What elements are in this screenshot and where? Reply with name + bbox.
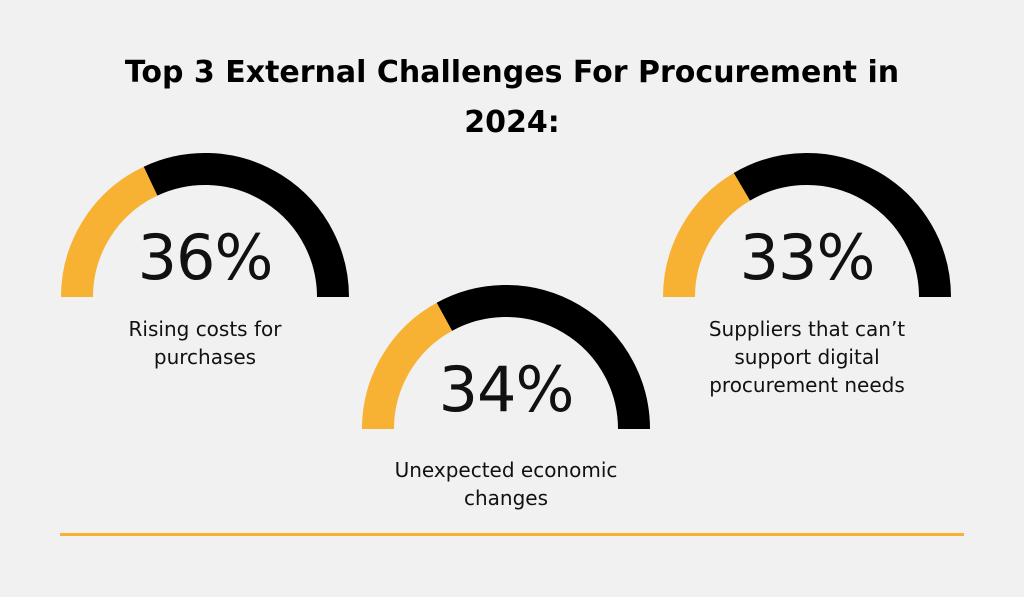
caption-economic-changes: Unexpected economic changes — [336, 456, 676, 512]
gauge-3-track — [733, 153, 951, 298]
gauge-3-fill — [663, 173, 751, 298]
gauge-1-value: 36% — [137, 221, 274, 294]
title-line-2: 2024: — [464, 105, 560, 140]
page-title: Top 3 External Challenges For Procuremen… — [0, 48, 1024, 148]
caption-3-line-1: Suppliers that can’t — [708, 317, 906, 341]
gauge-2-value: 34% — [438, 353, 575, 426]
caption-suppliers: Suppliers that can’t support digital pro… — [652, 315, 962, 399]
gauge-rising-costs: 36% — [60, 153, 350, 305]
gauge-suppliers: 33% — [662, 153, 952, 305]
caption-3-line-2: support digital — [734, 345, 880, 369]
caption-1-line-2: purchases — [153, 345, 257, 369]
caption-1-line-1: Rising costs for — [128, 317, 282, 341]
gauge-economic-changes: 34% — [361, 285, 651, 437]
gauge-3-value: 33% — [739, 221, 876, 294]
caption-2-line-2: changes — [463, 486, 549, 510]
caption-rising-costs: Rising costs for purchases — [60, 315, 350, 371]
title-line-1: Top 3 External Challenges For Procuremen… — [124, 55, 900, 90]
gauge-2-fill — [362, 302, 453, 430]
gauge-2-track — [436, 285, 650, 430]
caption-2-line-1: Unexpected economic — [394, 458, 618, 482]
gauge-1-track — [143, 153, 349, 298]
gauge-3-svg — [663, 153, 951, 298]
gauge-1-svg — [61, 153, 349, 298]
gauge-1-fill — [61, 166, 158, 298]
bottom-divider — [60, 533, 964, 536]
caption-3-line-3: procurement needs — [709, 373, 905, 397]
gauge-2-svg — [362, 285, 650, 430]
